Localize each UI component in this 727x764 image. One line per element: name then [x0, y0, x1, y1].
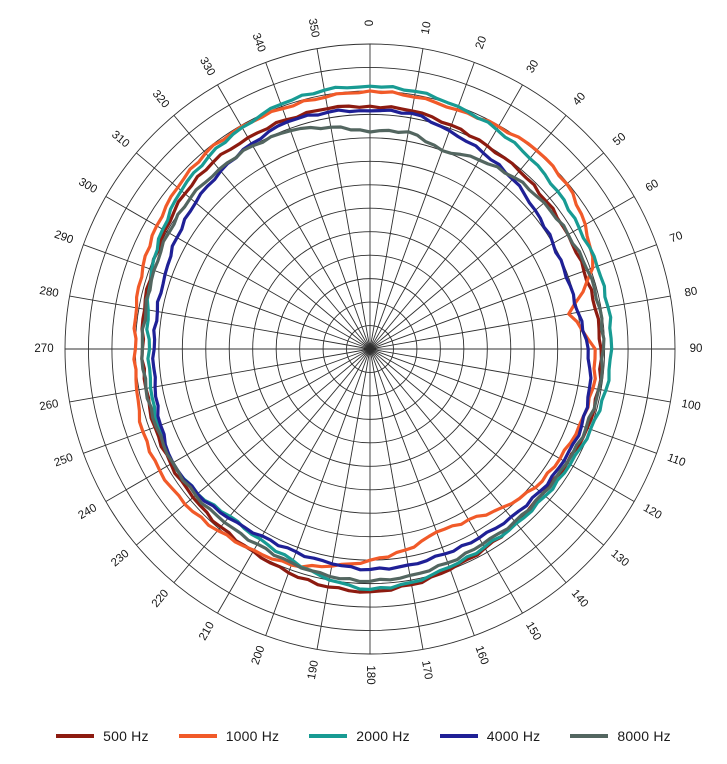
- angle-tick-label: 110: [666, 452, 687, 470]
- polar-grid: [64, 43, 676, 655]
- angle-tick-label: 60: [644, 178, 661, 195]
- angle-tick-label: 330: [197, 55, 217, 78]
- angle-tick-label: 260: [39, 398, 60, 413]
- angle-tick-label: 320: [150, 88, 172, 110]
- angle-tick-label: 350: [306, 18, 321, 39]
- angle-tick-label: 100: [681, 398, 702, 413]
- trace-8000-hz: [140, 125, 606, 584]
- legend-line-swatch: [570, 734, 609, 738]
- angle-tick-label: 10: [420, 21, 434, 36]
- angle-tick-label: 70: [668, 230, 684, 246]
- legend-line-swatch: [309, 734, 348, 738]
- angle-tick-label: 270: [34, 343, 53, 355]
- angle-tick-label: 240: [76, 502, 99, 522]
- trace-1000-hz: [132, 89, 597, 569]
- angle-tick-label: 90: [690, 343, 703, 355]
- angle-tick-label: 150: [523, 620, 543, 643]
- polar-chart: 0 10 20 30 40 50 60 70 80 90 100 110 120 130 140 150 160…: [34, 18, 703, 685]
- legend-item: 4000 Hz: [439, 728, 541, 744]
- angle-tick-label: 170: [419, 660, 434, 681]
- legend-label: 1000 Hz: [225, 728, 280, 744]
- angle-tick-label: 30: [525, 58, 542, 75]
- legend-label: 500 Hz: [103, 728, 149, 744]
- legend-label: 8000 Hz: [617, 728, 671, 744]
- angle-tick-label: 80: [684, 285, 699, 299]
- angle-tick-label: 160: [473, 644, 491, 666]
- legend: 500 Hz 1000 Hz 2000 Hz 4000 Hz 8000 Hz: [0, 728, 727, 744]
- angle-tick-label: 230: [109, 548, 131, 570]
- angle-tick-label: 340: [250, 32, 268, 54]
- angle-tick-label: 40: [571, 91, 588, 109]
- legend-item: 8000 Hz: [570, 728, 671, 744]
- angle-tick-label: 250: [53, 452, 75, 470]
- angle-tick-label: 130: [608, 548, 630, 570]
- angle-tick-label: 200: [250, 644, 268, 666]
- angle-tick-label: 210: [197, 620, 217, 643]
- legend-item: 1000 Hz: [178, 728, 280, 744]
- legend-line-swatch: [439, 734, 478, 738]
- angle-tick-label: 0: [364, 20, 376, 26]
- trace-2000-hz: [145, 84, 614, 592]
- angle-tick-label: 300: [76, 176, 99, 196]
- legend-label: 4000 Hz: [486, 728, 541, 744]
- legend-line-swatch: [56, 734, 95, 738]
- angle-tick-label: 50: [611, 131, 629, 148]
- angle-tick-label: 180: [364, 665, 376, 684]
- angle-tick-label: 140: [569, 588, 591, 610]
- legend-item: 500 Hz: [56, 728, 149, 744]
- angle-tick-label: 20: [474, 35, 490, 51]
- angle-tick-label: 120: [641, 502, 664, 522]
- legend-item: 2000 Hz: [309, 728, 410, 744]
- angle-tick-label: 310: [109, 129, 131, 151]
- angle-tick-label: 220: [150, 588, 172, 610]
- angle-tick-label: 190: [306, 660, 321, 681]
- legend-label: 2000 Hz: [356, 728, 410, 744]
- angle-tick-label: 290: [53, 229, 75, 247]
- trace-4000-hz: [151, 108, 593, 572]
- angle-tick-label: 280: [39, 285, 60, 300]
- legend-line-swatch: [178, 734, 217, 738]
